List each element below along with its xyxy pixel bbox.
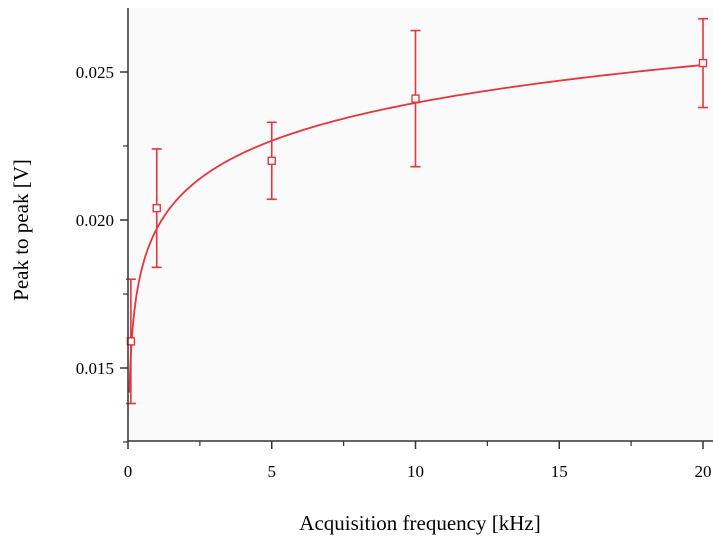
x-tick-label: 5 <box>268 462 277 481</box>
y-tick-label: 0.020 <box>76 211 114 230</box>
x-tick-label: 10 <box>407 462 424 481</box>
axes-layer: 0 5 10 15 20 0.015 0.020 0.025 <box>76 8 713 481</box>
plot-area <box>128 8 713 441</box>
point-marker <box>411 94 420 103</box>
y-tick-label: 0.015 <box>76 359 114 378</box>
x-tick-label: 0 <box>124 462 133 481</box>
data-point <box>151 148 162 269</box>
y-tick-label: 0.025 <box>76 63 114 82</box>
data-point <box>266 121 277 201</box>
data-point <box>410 29 421 168</box>
x-tick-label: 15 <box>551 462 568 481</box>
y-axis-label: Peak to peak [V] <box>9 159 33 301</box>
x-axis-label: Acquisition frequency [kHz] <box>299 511 540 535</box>
data-point <box>698 17 708 109</box>
point-marker <box>698 58 708 68</box>
point-marker <box>267 156 276 166</box>
x-tick-label: 20 <box>695 462 712 481</box>
point-marker <box>152 203 161 213</box>
